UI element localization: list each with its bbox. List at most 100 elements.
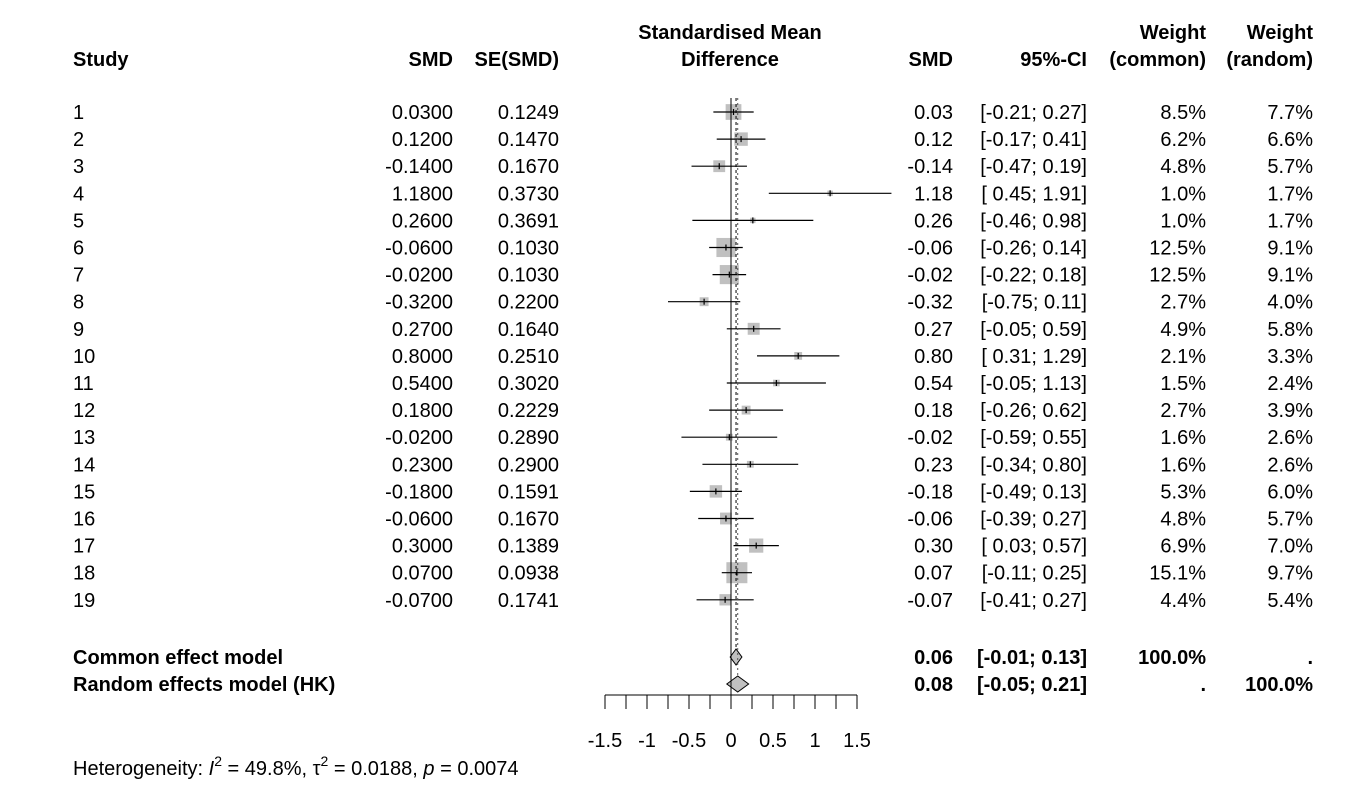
ci-value: [ 0.03; 0.57]: [981, 536, 1087, 558]
pooled-label: Random effects model (HK): [73, 674, 335, 696]
ci-value: [-0.05; 0.59]: [980, 319, 1087, 341]
study-row: 4 1.1800 0.3730 1.18 [ 0.45; 1.91] 1.0% 1.7%: [73, 183, 1313, 205]
i2-symbol: I: [209, 758, 215, 780]
study-label: 4: [73, 183, 84, 205]
study-row: 7 -0.0200 0.1030 -0.02 [-0.22; 0.18] 12.5% 9.1…: [73, 265, 1313, 287]
smd-input-value: -0.0700: [385, 590, 453, 612]
pooled-diamond: [729, 648, 743, 666]
pooled-rows: Common effect model 0.06 [-0.01; 0.13] 100.…: [73, 647, 1313, 696]
pooled-smd-value: 0.06: [914, 647, 953, 669]
smd-input-value: 0.2700: [392, 319, 453, 341]
pooled-diamond: [725, 675, 750, 693]
smd-value: 0.12: [914, 129, 953, 151]
pooled-weight-random-value: 100.0%: [1245, 674, 1313, 696]
weight-common-value: 4.9%: [1160, 319, 1206, 341]
pooled-row: Common effect model 0.06 [-0.01; 0.13] 100.…: [73, 647, 1313, 669]
smd-value: -0.02: [907, 265, 953, 287]
study-row: 16 -0.0600 0.1670 -0.06 [-0.39; 0.27] 4.8% 5.7…: [73, 509, 1313, 531]
study-rows: 1 0.0300 0.1249 0.03 [-0.21; 0.27] 8.5% 7.7%2 0…: [73, 102, 1313, 612]
pooled-ci-value: [-0.05; 0.21]: [977, 674, 1087, 696]
study-row: 11 0.5400 0.3020 0.54 [-0.05; 1.13] 1.5% 2.4%: [73, 373, 1313, 395]
ci-value: [-0.39; 0.27]: [980, 509, 1087, 531]
ci-value: [-0.46; 0.98]: [980, 210, 1087, 232]
study-row: 9 0.2700 0.1640 0.27 [-0.05; 0.59] 4.9% 5.8%: [73, 319, 1313, 341]
study-row: 5 0.2600 0.3691 0.26 [-0.46; 0.98] 1.0% 1.7%: [73, 210, 1313, 232]
weight-common-value: 8.5%: [1160, 102, 1206, 124]
smd-value: -0.06: [907, 509, 953, 531]
smd-input-value: -0.0600: [385, 238, 453, 260]
header-se: SE(SMD): [475, 49, 559, 71]
se-value: 0.1670: [498, 509, 559, 531]
header-weight-common-2: (common): [1109, 49, 1206, 71]
smd-value: 0.80: [914, 346, 953, 368]
header-weight-common-1: Weight: [1140, 22, 1207, 44]
ci-value: [-0.05; 1.13]: [980, 373, 1087, 395]
tau-value: = 0.0188,: [328, 758, 423, 780]
i2-superscript: 2: [214, 753, 222, 769]
pooled-ci-value: [-0.01; 0.13]: [977, 647, 1087, 669]
se-value: 0.2900: [498, 454, 559, 476]
weight-common-value: 1.6%: [1160, 454, 1206, 476]
study-label: 16: [73, 509, 95, 531]
header-weight-random-1: Weight: [1247, 22, 1314, 44]
se-value: 0.1030: [498, 238, 559, 260]
study-row: 3 -0.1400 0.1670 -0.14 [-0.47; 0.19] 4.8% 5.7%: [73, 156, 1313, 178]
study-label: 10: [73, 346, 95, 368]
study-row: 6 -0.0600 0.1030 -0.06 [-0.26; 0.14] 12.5% 9.1…: [73, 238, 1313, 260]
x-axis-tick-label: 1: [809, 730, 820, 752]
se-value: 0.1741: [498, 590, 559, 612]
se-value: 0.2510: [498, 346, 559, 368]
weight-random-value: 1.7%: [1267, 183, 1313, 205]
weight-random-value: 2.6%: [1267, 427, 1313, 449]
ci-value: [ 0.31; 1.29]: [981, 346, 1087, 368]
study-label: 7: [73, 265, 84, 287]
smd-value: 1.18: [914, 183, 953, 205]
se-value: 0.2890: [498, 427, 559, 449]
weight-random-value: 3.3%: [1267, 346, 1313, 368]
weight-common-value: 2.7%: [1160, 400, 1206, 422]
x-axis-tick-label: 1.5: [843, 730, 871, 752]
weight-common-value: 2.7%: [1160, 292, 1206, 314]
study-label: 5: [73, 210, 84, 232]
smd-value: -0.06: [907, 238, 953, 260]
x-axis: -1.5 -1 -0.5 0 0.5 1 1.5: [588, 98, 871, 752]
se-value: 0.1249: [498, 102, 559, 124]
smd-value: 0.03: [914, 102, 953, 124]
p-value: = 0.0074: [435, 758, 519, 780]
x-axis-tick-label: 0: [725, 730, 736, 752]
ci-value: [-0.59; 0.55]: [980, 427, 1087, 449]
smd-input-value: 0.1200: [392, 129, 453, 151]
se-value: 0.2200: [498, 292, 559, 314]
heterogeneity-prefix: Heterogeneity:: [73, 758, 209, 780]
ci-value: [-0.75; 0.11]: [982, 292, 1087, 314]
smd-input-value: -0.1800: [385, 481, 453, 503]
weight-common-value: 1.6%: [1160, 427, 1206, 449]
smd-input-value: 0.2300: [392, 454, 453, 476]
weight-common-value: 1.0%: [1160, 210, 1206, 232]
study-label: 19: [73, 590, 95, 612]
study-label: 12: [73, 400, 95, 422]
smd-input-value: 0.8000: [392, 346, 453, 368]
pooled-smd-value: 0.08: [914, 674, 953, 696]
se-value: 0.1030: [498, 265, 559, 287]
study-label: 8: [73, 292, 84, 314]
smd-value: 0.18: [914, 400, 953, 422]
smd-value: 0.54: [914, 373, 953, 395]
study-label: 13: [73, 427, 95, 449]
heterogeneity-text: Heterogeneity: I2 = 49.8%, τ2 = 0.0188, …: [73, 753, 519, 780]
study-label: 9: [73, 319, 84, 341]
weight-random-value: 7.0%: [1267, 536, 1313, 558]
se-value: 0.2229: [498, 400, 559, 422]
study-row: 8 -0.3200 0.2200 -0.32 [-0.75; 0.11] 2.7% 4.0%: [73, 292, 1313, 314]
ci-value: [-0.11; 0.25]: [982, 563, 1087, 585]
se-value: 0.3691: [498, 210, 559, 232]
smd-input-value: 0.0700: [392, 563, 453, 585]
x-axis-tick-label: 0.5: [759, 730, 787, 752]
weight-random-value: 2.4%: [1267, 373, 1313, 395]
se-value: 0.1389: [498, 536, 559, 558]
weight-random-value: 9.1%: [1267, 238, 1313, 260]
smd-input-value: -0.0600: [385, 509, 453, 531]
se-value: 0.1591: [498, 481, 559, 503]
se-value: 0.1640: [498, 319, 559, 341]
